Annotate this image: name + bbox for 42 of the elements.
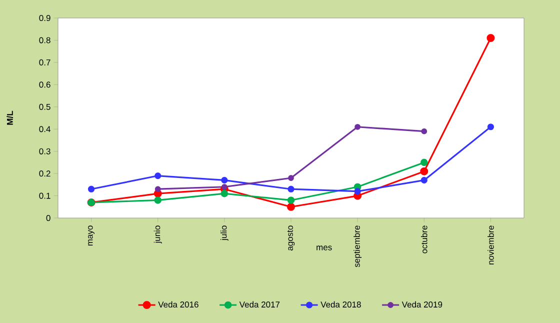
point [354, 188, 361, 195]
x-tick-label: agosto [287, 226, 295, 250]
point [88, 186, 95, 192]
legend-label: Veda 2016 [158, 301, 198, 308]
y-tick-label: 0.9 [39, 14, 50, 22]
y-axis-title: M/L [6, 110, 14, 125]
point [286, 202, 295, 211]
point [287, 196, 295, 204]
point [288, 186, 294, 192]
point [421, 128, 428, 134]
x-tick-label: septiembre [354, 226, 362, 268]
legend-label: Veda 2017 [239, 301, 280, 308]
point [221, 176, 228, 184]
point [420, 167, 428, 176]
x-tick-label: junio [154, 226, 162, 244]
y-tick-label: 0.6 [39, 82, 50, 88]
point [487, 124, 494, 130]
point [154, 186, 161, 192]
y-tick-label: 0.1 [39, 192, 50, 199]
x-tick-label: noviembre [488, 226, 494, 264]
legend-label: Veda 2018 [320, 301, 361, 308]
point [420, 158, 428, 166]
x-tick-label: mayo [88, 226, 94, 246]
legend-label: Veda 2019 [402, 301, 442, 308]
y-tick-label: 0.3 [39, 148, 50, 154]
y-tick-label: 0.2 [39, 170, 50, 177]
x-tick-label: octubre [421, 226, 428, 254]
y-tick-label: 0.5 [39, 104, 50, 110]
x-tick-label: julio [220, 226, 228, 241]
point [221, 184, 228, 190]
point [354, 124, 361, 130]
x-axis-title: mes [316, 246, 332, 250]
point [288, 175, 294, 181]
y-tick-label: 0.8 [39, 37, 50, 44]
point [486, 34, 495, 42]
point [154, 196, 162, 204]
y-tick-label: 0 [46, 214, 50, 222]
point [220, 190, 228, 198]
point [420, 176, 428, 184]
point [154, 172, 162, 180]
y-tick-label: 0.4 [39, 126, 50, 132]
y-tick-label: 0.7 [39, 59, 50, 66]
